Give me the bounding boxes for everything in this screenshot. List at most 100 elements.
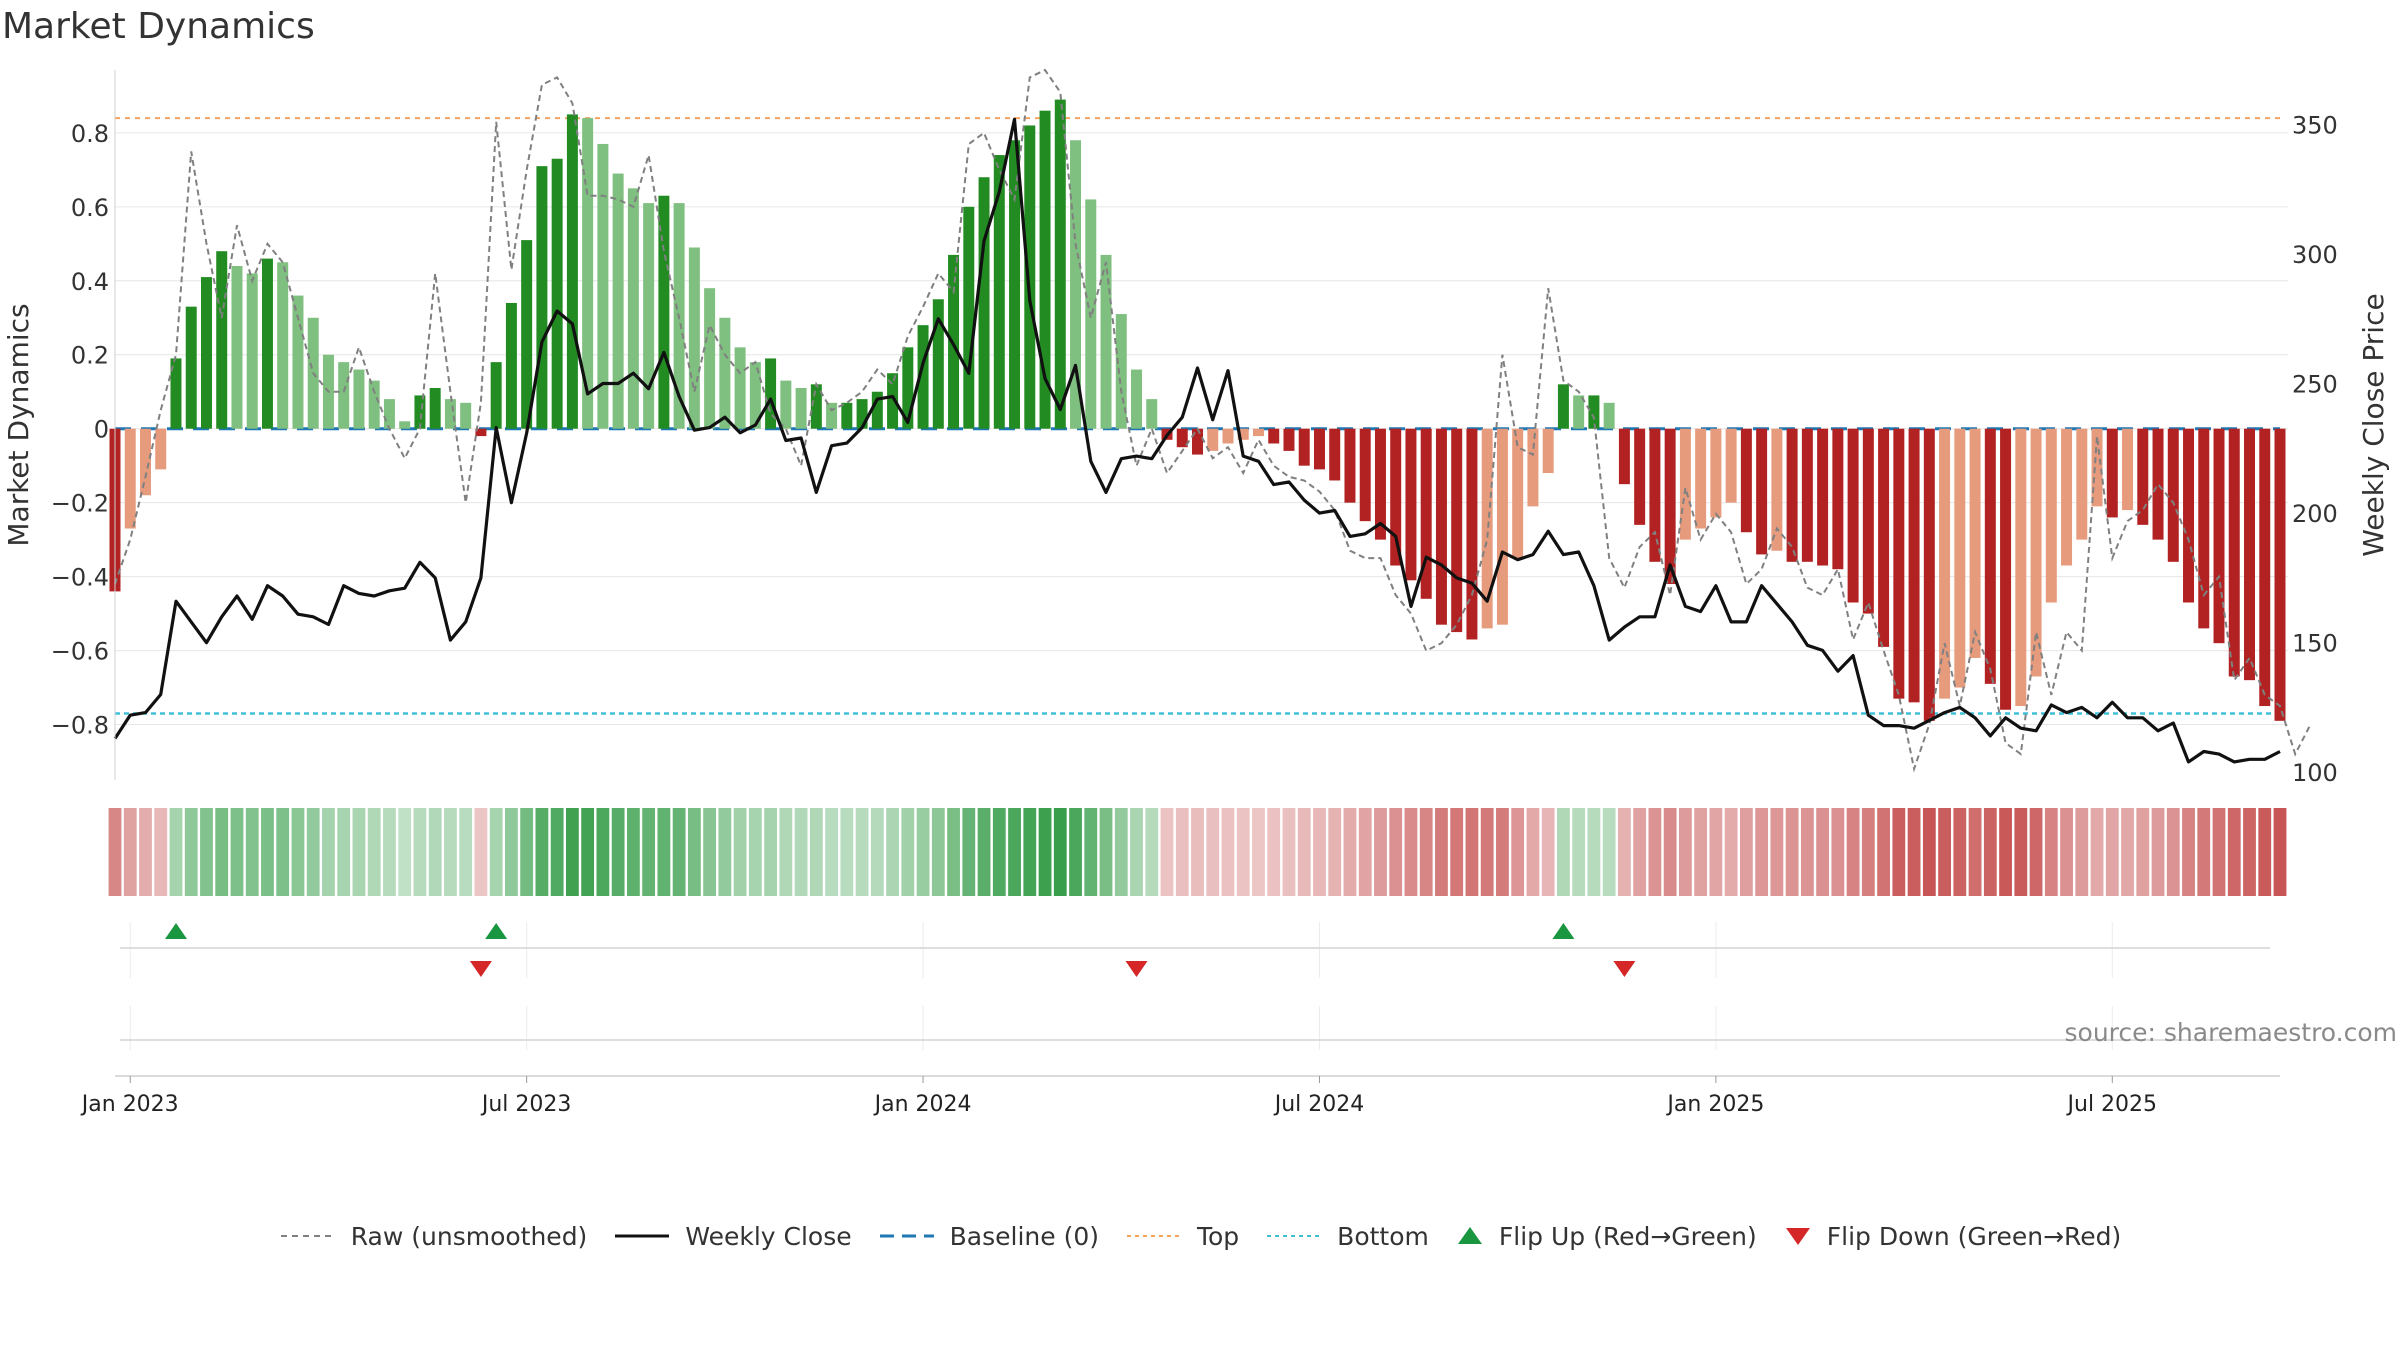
regime-strip-cell bbox=[1160, 808, 1174, 896]
bar bbox=[1847, 428, 1859, 603]
regime-strip-cell bbox=[1374, 808, 1387, 896]
axes-layer: −0.8 −0.6 −0.4 −0.2 0 0.2 0.4 0.6 0.8 Market Dyna… bbox=[2, 70, 2390, 787]
bar bbox=[1466, 428, 1478, 640]
y2-tick-label: 350 bbox=[2292, 111, 2338, 139]
weekly-close-line bbox=[113, 117, 2281, 764]
bars-layer bbox=[109, 99, 2286, 721]
regime-strip-cell bbox=[1724, 808, 1738, 896]
flip-up-marker bbox=[1552, 923, 1575, 939]
x-tick-label: Jul 2024 bbox=[1273, 1092, 1365, 1117]
bar bbox=[277, 262, 289, 429]
regime-strip-cell bbox=[1770, 808, 1784, 896]
bar bbox=[551, 158, 563, 429]
regime-strip-cell bbox=[2227, 808, 2241, 896]
legend-label-flip-up: Flip Up (Red→Green) bbox=[1498, 1221, 1757, 1251]
regime-strip-cell bbox=[1023, 808, 1037, 896]
y-axis-label: Market Dynamics bbox=[2, 303, 35, 546]
bar bbox=[597, 143, 609, 429]
regime-strip-cell bbox=[2212, 808, 2226, 896]
dashed-blue-line-icon bbox=[879, 1234, 934, 1238]
regime-strip-cell bbox=[1694, 808, 1708, 896]
bar bbox=[2152, 428, 2164, 540]
regime-strip-cell bbox=[1557, 808, 1570, 896]
regime-strip-cell bbox=[1572, 808, 1586, 896]
bar bbox=[1634, 428, 1646, 525]
bar bbox=[1298, 428, 1310, 466]
flip-markers-panel bbox=[120, 922, 2270, 1050]
regime-strip-cell bbox=[1099, 808, 1113, 896]
bar bbox=[1420, 428, 1432, 599]
regime-strip-cell bbox=[1526, 808, 1540, 896]
legend-item-flip-up: Flip Up (Red→Green) bbox=[1455, 1222, 1757, 1251]
bar bbox=[1664, 428, 1676, 585]
regime-strip-cell bbox=[611, 808, 625, 896]
bar bbox=[521, 240, 533, 429]
bar bbox=[887, 373, 899, 429]
y-tick-label: 0.4 bbox=[71, 268, 109, 296]
bar bbox=[185, 306, 197, 429]
bar bbox=[536, 166, 548, 429]
bar bbox=[1496, 428, 1508, 625]
chart-title: Market Dynamics bbox=[2, 6, 315, 47]
y-tick-label: 0.6 bbox=[71, 194, 109, 222]
bar bbox=[1405, 428, 1417, 581]
regime-strip-cell bbox=[352, 808, 366, 896]
bar bbox=[963, 206, 975, 429]
bar bbox=[719, 317, 731, 429]
regime-strip-cell bbox=[322, 808, 335, 896]
regime-strip-cell bbox=[2075, 808, 2089, 896]
bar bbox=[368, 380, 380, 429]
regime-strip-cell bbox=[1968, 808, 1982, 896]
regime-strip-cell bbox=[505, 808, 518, 896]
bar bbox=[140, 428, 151, 496]
regime-strip-cell bbox=[1221, 808, 1235, 896]
regime-strip-cell bbox=[2060, 808, 2073, 896]
regime-strip-cell bbox=[1739, 808, 1753, 896]
regime-strip-cell bbox=[1480, 808, 1494, 896]
regime-strip-cell bbox=[1785, 808, 1799, 896]
y2-tick-label: 100 bbox=[2292, 759, 2338, 787]
regime-strip-cell bbox=[2258, 808, 2272, 896]
regime-strip-cell bbox=[1755, 808, 1769, 896]
regime-strip-cell bbox=[1389, 808, 1403, 896]
regime-strip-cell bbox=[230, 808, 244, 896]
regime-strip-cell bbox=[672, 808, 686, 896]
regime-strip-cell bbox=[2197, 808, 2211, 896]
regime-strip-cell bbox=[1206, 808, 1220, 896]
regime-strip-cell bbox=[1907, 808, 1921, 896]
bar bbox=[1283, 428, 1295, 451]
regime-strip-cell bbox=[748, 808, 762, 896]
regime-strip-cell bbox=[520, 808, 534, 896]
regime-strip-cell bbox=[1922, 808, 1936, 896]
y-tick-label: 0.8 bbox=[71, 120, 109, 148]
regime-strip-cell bbox=[764, 808, 778, 896]
regime-strip-cell bbox=[733, 808, 747, 896]
flip-up-marker bbox=[485, 923, 508, 939]
y-tick-label: −0.6 bbox=[51, 638, 109, 666]
regime-strip-cell bbox=[840, 808, 854, 896]
legend-label-flip-down: Flip Down (Green→Red) bbox=[1826, 1221, 2122, 1251]
regime-strip-cell bbox=[1861, 808, 1875, 896]
bar bbox=[1527, 428, 1539, 507]
regime-strip-cell bbox=[428, 808, 442, 896]
regime-strip-cell bbox=[1496, 808, 1509, 896]
regime-strip-cell bbox=[245, 808, 259, 896]
regime-strip-cell bbox=[1983, 808, 1997, 896]
bar bbox=[1832, 428, 1844, 570]
regime-strip-cell bbox=[383, 808, 396, 896]
regime-strip-cell bbox=[1175, 808, 1189, 896]
regime-strip-cell bbox=[1648, 808, 1662, 896]
bar bbox=[841, 402, 853, 429]
regime-strip-cell bbox=[1678, 808, 1692, 896]
regime-strip-cell bbox=[1282, 808, 1296, 896]
bar bbox=[2213, 428, 2225, 644]
regime-strip-cell bbox=[1328, 808, 1342, 896]
bar bbox=[1801, 428, 1813, 562]
y2-tick-label: 300 bbox=[2292, 241, 2338, 269]
regime-strip-cell bbox=[779, 808, 793, 896]
bar bbox=[795, 388, 807, 429]
bar bbox=[704, 288, 716, 429]
y2-axis-label: Weekly Close Price bbox=[2357, 293, 2390, 556]
regime-strip-cell bbox=[1267, 808, 1281, 896]
bar bbox=[383, 399, 395, 429]
